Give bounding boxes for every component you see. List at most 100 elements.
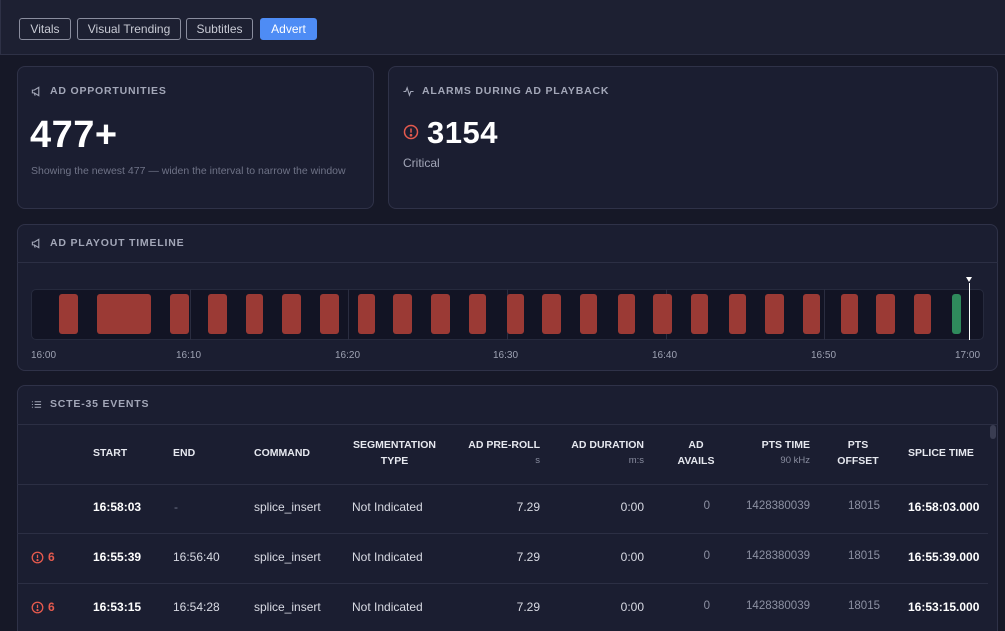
tab-visual-trending[interactable]: Visual Trending xyxy=(77,18,181,40)
ad-segment[interactable] xyxy=(729,294,746,334)
ad-segment[interactable] xyxy=(320,294,339,334)
timeline-tick: 16:00 xyxy=(31,350,57,361)
cell-command: splice_insert xyxy=(254,500,321,514)
column-header-end[interactable]: END xyxy=(173,447,196,459)
pulse-icon xyxy=(403,85,414,97)
top-tab-bar: Vitals Visual Trending Subtitles Advert xyxy=(0,0,1005,55)
row-alarm-count[interactable]: 6 xyxy=(31,600,55,614)
column-header-command[interactable]: COMMAND xyxy=(254,447,310,459)
cell-end: 16:56:40 xyxy=(173,550,220,564)
cell-splice-time: 16:55:39.000 xyxy=(908,550,980,564)
tab-subtitles[interactable]: Subtitles xyxy=(186,18,253,40)
ad-segment[interactable] xyxy=(59,294,78,334)
ad-preroll-label: AD PRE-ROLL xyxy=(468,439,540,451)
timeline-gridline xyxy=(190,289,191,340)
ad-segment[interactable] xyxy=(246,294,263,334)
cell-command: splice_insert xyxy=(254,600,321,614)
alert-circle-icon xyxy=(403,124,419,140)
events-header: SCTE-35 EVENTS xyxy=(31,398,149,410)
table-header-divider xyxy=(17,484,988,485)
ad-segment[interactable] xyxy=(469,294,486,334)
ad-segment[interactable] xyxy=(618,294,635,334)
cell-duration: 0:00 xyxy=(620,500,644,514)
alert-circle-icon xyxy=(31,551,44,563)
cell-splice-time: 16:53:15.000 xyxy=(908,600,980,614)
pts-time-unit: 90 kHz xyxy=(780,455,810,466)
ad-segment[interactable] xyxy=(97,294,151,334)
ad-opportunities-note: Showing the newest 477 — widen the inter… xyxy=(31,165,346,177)
timeline-tick: 16:10 xyxy=(176,350,202,361)
cell-splice-time: 16:58:03.000 xyxy=(908,500,980,514)
ad-segment[interactable] xyxy=(765,294,784,334)
column-header-start[interactable]: START xyxy=(93,447,128,459)
ad-duration-unit: m:s xyxy=(628,455,644,466)
cell-duration: 0:00 xyxy=(620,550,644,564)
megaphone-icon xyxy=(31,237,40,249)
cell-avails: 0 xyxy=(703,500,710,512)
table-row-divider xyxy=(17,583,988,584)
cell-end: 16:54:28 xyxy=(173,600,220,614)
ad-segment[interactable] xyxy=(507,294,524,334)
cell-start: 16:53:15 xyxy=(93,600,142,614)
timeline-tick: 16:20 xyxy=(335,350,361,361)
cell-segmentation: Not Indicated xyxy=(352,500,423,514)
megaphone-icon xyxy=(31,85,40,97)
cell-command: splice_insert xyxy=(254,550,321,564)
tab-vitals[interactable]: Vitals xyxy=(19,18,71,40)
ad-segment[interactable] xyxy=(841,294,858,334)
alarm-count-value: 6 xyxy=(48,600,55,614)
ad-segment[interactable] xyxy=(542,294,561,334)
ad-segment[interactable] xyxy=(803,294,820,334)
column-header-splice-time[interactable]: SPLICE TIME xyxy=(908,447,974,459)
ad-segment[interactable] xyxy=(653,294,672,334)
cell-segmentation: Not Indicated xyxy=(352,550,423,564)
column-header-ad-avails[interactable]: AD AVAILS xyxy=(677,439,715,467)
cell-pts-time: 1428380039 xyxy=(746,500,810,512)
column-header-ad-preroll[interactable]: AD PRE-ROLL s xyxy=(460,437,540,469)
cell-end: - xyxy=(174,500,178,514)
timeline-gridline xyxy=(348,289,349,340)
alarms-value: 3154 xyxy=(427,115,498,150)
ad-segment[interactable] xyxy=(208,294,227,334)
cell-pts-offset: 18015 xyxy=(848,500,880,512)
ad-segment[interactable] xyxy=(876,294,895,334)
cell-segmentation: Not Indicated xyxy=(352,600,423,614)
list-icon xyxy=(31,400,42,408)
ad-opportunities-title: AD OPPORTUNITIES xyxy=(50,85,167,97)
alarm-count-value: 6 xyxy=(48,550,55,564)
cell-preroll: 7.29 xyxy=(516,550,540,564)
column-header-pts-time[interactable]: PTS TIME 90 kHz xyxy=(740,437,810,469)
table-row-divider xyxy=(17,533,988,534)
ad-segment[interactable] xyxy=(282,294,301,334)
timeline-now-marker xyxy=(969,283,970,340)
alarms-title: ALARMS DURING AD PLAYBACK xyxy=(422,85,610,97)
alarms-severity: Critical xyxy=(403,156,440,170)
cell-duration: 0:00 xyxy=(620,600,644,614)
table-scrollbar[interactable] xyxy=(990,425,996,439)
column-header-segmentation-type[interactable]: SEGMENTATION TYPE xyxy=(352,439,437,467)
timeline-tick: 17:00 xyxy=(955,350,981,361)
cell-pts-time: 1428380039 xyxy=(746,600,810,612)
tab-advert[interactable]: Advert xyxy=(260,18,317,40)
timeline-tick: 16:40 xyxy=(652,350,678,361)
ad-segment[interactable] xyxy=(691,294,708,334)
row-alarm-count[interactable]: 6 xyxy=(31,550,55,564)
cell-start: 16:55:39 xyxy=(93,550,142,564)
column-header-pts-offset[interactable]: PTS OFFSET xyxy=(837,439,879,467)
ad-segment[interactable] xyxy=(358,294,375,334)
cell-pts-time: 1428380039 xyxy=(746,550,810,562)
ad-opportunities-card xyxy=(17,66,374,209)
events-divider xyxy=(17,424,998,425)
cell-preroll: 7.29 xyxy=(516,500,540,514)
ad-segment[interactable] xyxy=(170,294,189,334)
ad-preroll-unit: s xyxy=(535,455,540,466)
column-header-ad-duration[interactable]: AD DURATION m:s xyxy=(560,437,644,469)
ad-segment[interactable] xyxy=(393,294,412,334)
timeline-divider xyxy=(17,262,998,263)
alarms-card xyxy=(388,66,998,209)
timeline-tick: 16:50 xyxy=(811,350,837,361)
ad-segment[interactable] xyxy=(580,294,597,334)
ad-segment-active[interactable] xyxy=(952,294,961,334)
ad-segment[interactable] xyxy=(914,294,931,334)
ad-segment[interactable] xyxy=(431,294,450,334)
